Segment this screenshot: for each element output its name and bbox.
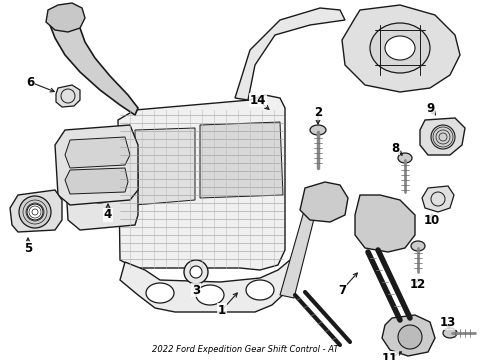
Ellipse shape (184, 260, 208, 284)
Ellipse shape (82, 167, 118, 203)
Text: 14: 14 (250, 94, 266, 107)
Text: 2022 Ford Expedition Gear Shift Control - AT: 2022 Ford Expedition Gear Shift Control … (152, 345, 338, 354)
Polygon shape (65, 137, 130, 168)
Ellipse shape (310, 125, 326, 135)
Ellipse shape (398, 325, 422, 349)
Text: 2: 2 (314, 107, 322, 120)
Polygon shape (135, 128, 195, 205)
Polygon shape (420, 118, 465, 155)
Ellipse shape (443, 328, 457, 338)
Polygon shape (280, 188, 325, 298)
Ellipse shape (196, 285, 224, 305)
Text: 1: 1 (218, 303, 226, 316)
Polygon shape (65, 145, 138, 230)
Ellipse shape (385, 36, 415, 60)
Text: 3: 3 (192, 284, 200, 297)
Polygon shape (55, 125, 138, 205)
Polygon shape (56, 85, 80, 107)
Ellipse shape (90, 175, 110, 195)
Ellipse shape (27, 204, 43, 220)
Text: 8: 8 (391, 141, 399, 154)
Text: 6: 6 (26, 76, 34, 89)
Text: 5: 5 (24, 242, 32, 255)
Text: 9: 9 (426, 102, 434, 114)
Text: 12: 12 (410, 279, 426, 292)
Polygon shape (50, 10, 138, 115)
Ellipse shape (370, 23, 430, 73)
Ellipse shape (19, 196, 51, 228)
Polygon shape (422, 186, 454, 212)
Text: 13: 13 (440, 316, 456, 329)
Ellipse shape (146, 283, 174, 303)
Polygon shape (200, 122, 283, 198)
Polygon shape (10, 190, 62, 232)
Polygon shape (120, 260, 290, 312)
Polygon shape (300, 182, 348, 222)
Polygon shape (355, 195, 415, 252)
Text: 11: 11 (382, 351, 398, 360)
Text: 7: 7 (338, 284, 346, 297)
Ellipse shape (431, 125, 455, 149)
Polygon shape (46, 3, 85, 32)
Ellipse shape (411, 241, 425, 251)
Ellipse shape (246, 280, 274, 300)
Polygon shape (118, 95, 285, 270)
Polygon shape (342, 5, 460, 92)
Text: 10: 10 (424, 213, 440, 226)
Ellipse shape (190, 266, 202, 278)
Polygon shape (65, 168, 128, 194)
Ellipse shape (398, 153, 412, 163)
Text: 4: 4 (104, 208, 112, 221)
Polygon shape (235, 8, 345, 100)
Polygon shape (382, 315, 435, 356)
